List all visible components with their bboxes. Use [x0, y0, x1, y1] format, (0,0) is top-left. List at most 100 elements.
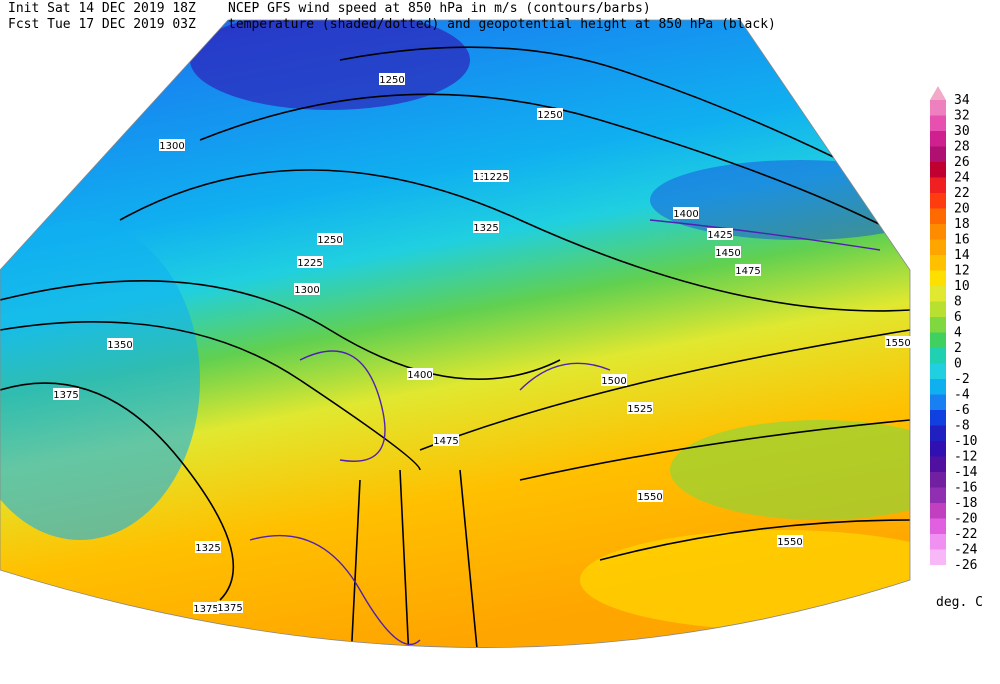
colorbar-label: 24: [954, 171, 970, 186]
label-box: [885, 336, 911, 348]
colorbar-label: -22: [954, 527, 977, 542]
contour-label: 1250: [537, 110, 562, 121]
label-box: [193, 602, 219, 614]
colorbar-swatch: [930, 394, 946, 410]
label-box: [735, 264, 761, 276]
colorbar-label: 28: [954, 140, 970, 155]
colorbar-label: 6: [954, 310, 962, 325]
colorbar-label: -12: [954, 450, 977, 465]
colorbar-swatch: [930, 363, 946, 379]
map-border: [0, 19, 911, 648]
colorbar-swatch: [930, 379, 946, 395]
contour-label: 1375: [53, 390, 78, 401]
colorbar-swatch: [930, 162, 946, 178]
colorbar-swatch: [930, 146, 946, 162]
colorbar-swatch: [930, 177, 946, 193]
forecast-time: Fcst Tue 17 DEC 2019 03Z: [8, 17, 196, 32]
colorbar-label: 22: [954, 186, 970, 201]
colorbar-triangle: [930, 86, 946, 100]
contour-label: 1225: [297, 258, 322, 269]
label-box: [637, 490, 663, 502]
contour-label: 1375: [217, 603, 242, 614]
map-area: [0, 20, 910, 648]
colorbar-swatch: [930, 534, 946, 550]
colorbar-swatch: [930, 224, 946, 240]
colorbar-label: -2: [954, 372, 970, 387]
label-box: [107, 338, 133, 350]
label-box: [537, 108, 563, 120]
label-box: [159, 139, 185, 151]
label-box: [379, 73, 405, 85]
colorbar-swatch: [930, 518, 946, 534]
colorbar-swatch: [930, 301, 946, 317]
colorbar-label: 4: [954, 326, 962, 341]
contour-label: 1400: [673, 209, 698, 220]
colorbar-label: 30: [954, 124, 970, 139]
colorbar-swatch: [930, 503, 946, 519]
colorbar-label: -18: [954, 496, 977, 511]
colorbar-swatch: [930, 115, 946, 131]
colorbar-swatch: [930, 425, 946, 441]
contour-label: 1475: [735, 266, 760, 277]
label-box: [53, 388, 79, 400]
map-labels: 1250 1250 1300 1325 1350 1375 1300 1250 1225 1225…: [53, 73, 911, 615]
init-time: Init Sat 14 DEC 2019 18Z: [8, 1, 196, 16]
contour-label: 1325: [473, 223, 498, 234]
label-box: [627, 402, 653, 414]
colorbar-swatch: [930, 286, 946, 302]
label-box: [673, 207, 699, 219]
colorbar-label: 12: [954, 264, 970, 279]
contour-label: 1450: [715, 248, 740, 259]
contour-label: 1325: [195, 543, 220, 554]
colorbar-label: 16: [954, 233, 970, 248]
label-box: [433, 434, 459, 446]
colorbar-swatch: [930, 239, 946, 255]
colorbar-swatch: [930, 487, 946, 503]
label-box: [195, 541, 221, 553]
label-box: [707, 228, 733, 240]
colorbar-label: 34: [954, 93, 970, 108]
colorbar-swatch: [930, 332, 946, 348]
label-box: [294, 283, 320, 295]
contour-label: 1550: [777, 537, 802, 548]
colorbar-label: -8: [954, 419, 970, 434]
colorbar-label: 8: [954, 295, 962, 310]
contour-label: 1425: [707, 230, 732, 241]
label-box: [483, 170, 509, 182]
colorbar-label: -14: [954, 465, 978, 480]
colorbar-swatch: [930, 549, 946, 565]
contour-label: 1250: [317, 235, 342, 246]
contour-label: 1375: [193, 604, 218, 615]
contour-label: 1300: [159, 141, 184, 152]
contour-label: 1500: [601, 376, 626, 387]
colorbar-label: 18: [954, 217, 970, 232]
label-box: [407, 368, 433, 380]
contour-label: 1400: [407, 370, 432, 381]
label-box: [601, 374, 627, 386]
contour-label: 1250: [379, 75, 404, 86]
colorbar-swatch: [930, 270, 946, 286]
colorbar-swatch: [930, 441, 946, 457]
contour-label: 1300: [294, 285, 319, 296]
colorbar: 3432302826242220181614121086420-2-4-6-8-…: [930, 86, 983, 610]
colorbar-swatch: [930, 193, 946, 209]
contour-label: 1475: [433, 436, 458, 447]
label-box: [317, 233, 343, 245]
label-box: [777, 535, 803, 547]
label-box: [297, 256, 323, 268]
colorbar-label: 0: [954, 357, 962, 372]
title-line-1: NCEP GFS wind speed at 850 hPa in m/s (c…: [228, 1, 651, 16]
colorbar-swatch: [930, 472, 946, 488]
contour-label: 1350: [107, 340, 132, 351]
colorbar-label: -24: [954, 543, 978, 558]
colorbar-swatch: [930, 410, 946, 426]
label-box: [715, 246, 741, 258]
colorbar-unit: deg. C: [936, 595, 983, 610]
label-box: [473, 221, 499, 233]
title-line-2: temperature (shaded/dotted) and geopoten…: [228, 17, 776, 32]
colorbar-swatch: [930, 131, 946, 147]
contour-label: 1525: [627, 404, 652, 415]
colorbar-label: 26: [954, 155, 970, 170]
colorbar-label: -26: [954, 558, 977, 573]
